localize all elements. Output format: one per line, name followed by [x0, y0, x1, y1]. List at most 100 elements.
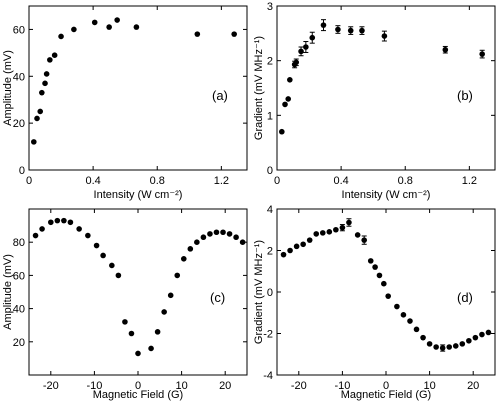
data-point — [114, 17, 120, 23]
panel-label: (b) — [457, 88, 473, 103]
data-point — [194, 31, 201, 37]
data-point — [239, 239, 246, 245]
y-axis-label: Amplitude (mV) — [2, 254, 14, 330]
data-point — [167, 292, 174, 299]
y-tick-label: 4 — [267, 204, 273, 216]
data-point — [309, 34, 316, 41]
data-point — [293, 59, 300, 66]
data-point — [479, 331, 485, 338]
data-point — [91, 19, 98, 26]
data-point — [485, 329, 492, 336]
y-tick-label: 20 — [13, 337, 25, 349]
y-tick-label: 3 — [267, 1, 273, 13]
data-point — [226, 231, 233, 237]
x-tick-label: 0.4 — [333, 175, 348, 187]
data-point — [394, 303, 400, 310]
data-point — [115, 272, 122, 279]
y-tick-label: 0 — [19, 165, 25, 177]
data-point — [194, 239, 200, 245]
data-point — [100, 252, 106, 259]
data-point — [39, 226, 45, 232]
data-point — [76, 226, 82, 232]
data-point — [287, 77, 293, 83]
data-point — [34, 115, 40, 122]
axis-ticks: -20 -10 0 10 20 20 40 60 80 — [13, 209, 247, 392]
y-tick-label: 40 — [13, 304, 25, 316]
data-point — [187, 246, 194, 252]
data-point — [122, 319, 128, 325]
data-point — [106, 24, 112, 30]
data-point — [48, 219, 54, 226]
y-tick-label: 60 — [13, 24, 25, 36]
data-point — [459, 341, 466, 347]
data-point — [413, 326, 420, 333]
axis-ticks: 0 0.4 0.8 1.2 0 1 2 3 — [267, 1, 495, 187]
data-point — [452, 343, 459, 349]
data-point — [148, 345, 154, 352]
data-point — [161, 309, 167, 315]
data-point — [285, 96, 292, 102]
plot-frame — [276, 5, 496, 171]
data-point — [61, 217, 67, 224]
data-points — [280, 218, 492, 352]
plot-frame — [28, 5, 248, 171]
x-axis-label: Intensity (W cm⁻²) — [342, 189, 431, 201]
y-tick-label: -4 — [263, 370, 273, 382]
panel-label: (a) — [212, 88, 228, 103]
data-point — [303, 44, 309, 50]
data-point — [37, 108, 44, 115]
data-point — [400, 312, 407, 318]
data-point — [231, 31, 237, 37]
x-tick-label: 10 — [423, 380, 435, 392]
panel-label: (d) — [457, 290, 473, 305]
y-tick-label: 80 — [13, 237, 25, 249]
x-tick-label: 0 — [383, 380, 389, 392]
x-tick-label: 0 — [26, 175, 32, 187]
y-tick-label: 60 — [13, 270, 25, 282]
data-point — [282, 101, 288, 108]
x-tick-label: 1.2 — [214, 175, 229, 187]
y-tick-label: 20 — [13, 118, 25, 130]
x-tick-label: -10 — [334, 380, 350, 392]
data-point — [51, 52, 58, 58]
data-point — [306, 237, 313, 243]
data-point — [85, 232, 91, 239]
x-axis-label: Intensity (W cm⁻²) — [94, 189, 183, 201]
x-tick-label: -20 — [43, 380, 59, 392]
data-point — [180, 255, 187, 262]
y-tick-label: 2 — [267, 246, 273, 258]
data-point — [446, 344, 453, 350]
data-point — [43, 71, 50, 77]
panel-b: (b) Intensity (W cm⁻²) Gradient (mV MHz⁻… — [253, 1, 496, 201]
data-point — [213, 229, 220, 236]
data-point — [420, 334, 426, 341]
data-point — [128, 330, 135, 337]
data-point — [320, 22, 327, 28]
x-tick-label: -10 — [86, 380, 102, 392]
x-tick-label: 0.4 — [85, 175, 100, 187]
data-point — [47, 57, 53, 63]
y-tick-label: 0 — [267, 165, 273, 177]
data-point — [466, 337, 472, 344]
x-tick-label: 0 — [274, 175, 280, 187]
data-point — [42, 80, 48, 87]
data-point — [367, 258, 374, 264]
axis-ticks: 0 0.4 0.8 1.2 0 20 40 60 — [13, 6, 247, 187]
data-point — [335, 26, 341, 33]
data-point — [207, 231, 213, 237]
data-point — [32, 232, 39, 239]
x-tick-label: 1.2 — [462, 175, 477, 187]
y-tick-label: 1 — [267, 110, 273, 122]
data-point — [220, 229, 226, 236]
data-point — [346, 219, 352, 226]
data-point — [71, 26, 77, 33]
x-tick-label: 10 — [175, 380, 187, 392]
data-point — [109, 262, 115, 269]
data-point — [39, 89, 45, 96]
data-point — [58, 33, 64, 40]
data-point — [135, 350, 141, 357]
data-point — [359, 27, 365, 34]
data-point — [174, 272, 181, 279]
